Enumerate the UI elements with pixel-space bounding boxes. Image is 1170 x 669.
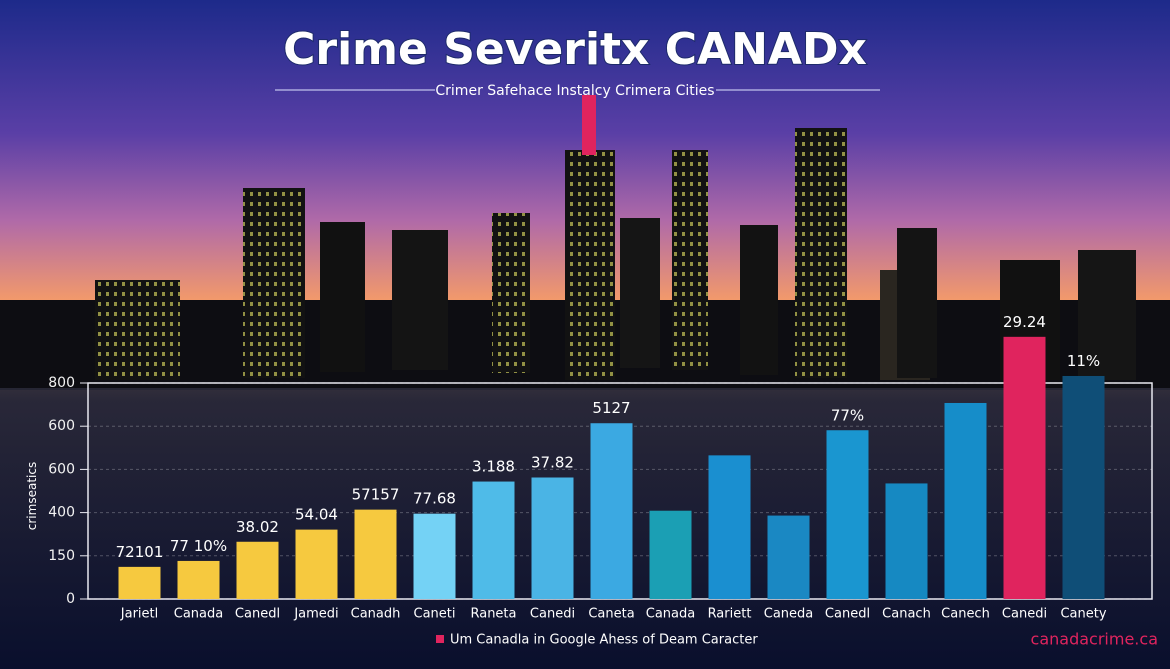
bar bbox=[590, 423, 633, 599]
x-tick-label: Rariett bbox=[708, 607, 752, 622]
y-tick-label: 800 bbox=[48, 375, 75, 391]
water bbox=[0, 388, 1170, 669]
x-tick-label: Canedl bbox=[825, 607, 870, 622]
building bbox=[672, 150, 708, 370]
bar bbox=[472, 481, 515, 599]
bar-annotation: 54.04 bbox=[295, 506, 338, 524]
footer: canadacrime.ca bbox=[1031, 630, 1158, 649]
bar-annotation: 5127 bbox=[592, 399, 630, 417]
bar-annotation: 11% bbox=[1067, 352, 1100, 370]
bar bbox=[649, 510, 692, 599]
bar bbox=[885, 483, 928, 599]
bar bbox=[413, 513, 456, 599]
y-tick-label: 150 bbox=[48, 548, 75, 564]
x-tick-label: Caneta bbox=[588, 607, 634, 622]
x-tick-label: Jamedi bbox=[293, 607, 338, 622]
bar-annotation: 77% bbox=[831, 406, 864, 424]
bar bbox=[177, 560, 220, 599]
bar bbox=[295, 529, 338, 599]
bar-annotation: 57157 bbox=[352, 486, 400, 504]
bar bbox=[1003, 336, 1046, 599]
x-tick-label: Caneda bbox=[764, 607, 814, 622]
x-tick-label: Canadh bbox=[351, 607, 401, 622]
bar-annotation: 38.02 bbox=[236, 518, 279, 536]
bar-annotation: 3.188 bbox=[472, 458, 515, 476]
x-tick-label: Canach bbox=[882, 607, 931, 622]
y-tick-label: 400 bbox=[48, 505, 75, 521]
bar bbox=[767, 515, 810, 599]
bar-annotation: 29.24 bbox=[1003, 313, 1046, 331]
x-tick-label: Canada bbox=[174, 607, 223, 622]
bar-annotation: 37.82 bbox=[531, 454, 574, 472]
bar bbox=[944, 402, 987, 599]
y-axis-label: crimseatics bbox=[25, 462, 39, 530]
bar bbox=[118, 566, 161, 599]
chart-subtitle: Crimer Safehace Instalcy Crimera Cities bbox=[435, 83, 714, 99]
x-tick-label: Raneta bbox=[470, 607, 516, 622]
legend-swatch bbox=[436, 635, 444, 643]
building bbox=[620, 218, 660, 368]
x-tick-label: Canech bbox=[941, 607, 990, 622]
bar-annotation: 77.68 bbox=[413, 490, 456, 508]
x-tick-label: Jarietl bbox=[120, 607, 158, 622]
bar bbox=[708, 455, 751, 599]
x-tick-label: Canedl bbox=[235, 607, 280, 622]
building bbox=[243, 188, 305, 378]
building bbox=[392, 230, 448, 370]
chart-title: Crime Severitx CANADx bbox=[283, 24, 867, 75]
spire bbox=[582, 95, 596, 155]
bar-annotation: 72101 bbox=[116, 543, 164, 561]
y-tick-label: 600 bbox=[48, 418, 75, 434]
y-tick-label: 0 bbox=[66, 591, 75, 607]
bar bbox=[1062, 375, 1105, 599]
building bbox=[320, 222, 365, 372]
building bbox=[95, 280, 180, 380]
legend-label: Um Canadla in Google Ahess of Deam Carac… bbox=[450, 633, 758, 648]
x-tick-label: Canada bbox=[646, 607, 695, 622]
x-tick-label: Canedi bbox=[1002, 607, 1047, 622]
building bbox=[795, 128, 847, 378]
building bbox=[1078, 250, 1136, 380]
building bbox=[565, 150, 615, 380]
x-tick-label: Canety bbox=[1060, 607, 1106, 622]
y-tick-label: 600 bbox=[48, 461, 75, 477]
x-tick-label: Canedi bbox=[530, 607, 575, 622]
bar-annotation: 77 10% bbox=[170, 537, 227, 555]
bar bbox=[354, 509, 397, 599]
bar bbox=[236, 541, 279, 599]
building bbox=[897, 228, 937, 378]
x-tick-label: Caneti bbox=[414, 607, 456, 622]
bar bbox=[531, 477, 574, 599]
building bbox=[492, 213, 530, 373]
bar bbox=[826, 430, 869, 599]
building bbox=[740, 225, 778, 375]
